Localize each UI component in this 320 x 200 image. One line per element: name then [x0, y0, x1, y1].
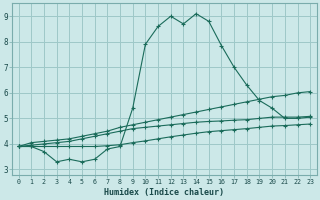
X-axis label: Humidex (Indice chaleur): Humidex (Indice chaleur) — [104, 188, 224, 197]
